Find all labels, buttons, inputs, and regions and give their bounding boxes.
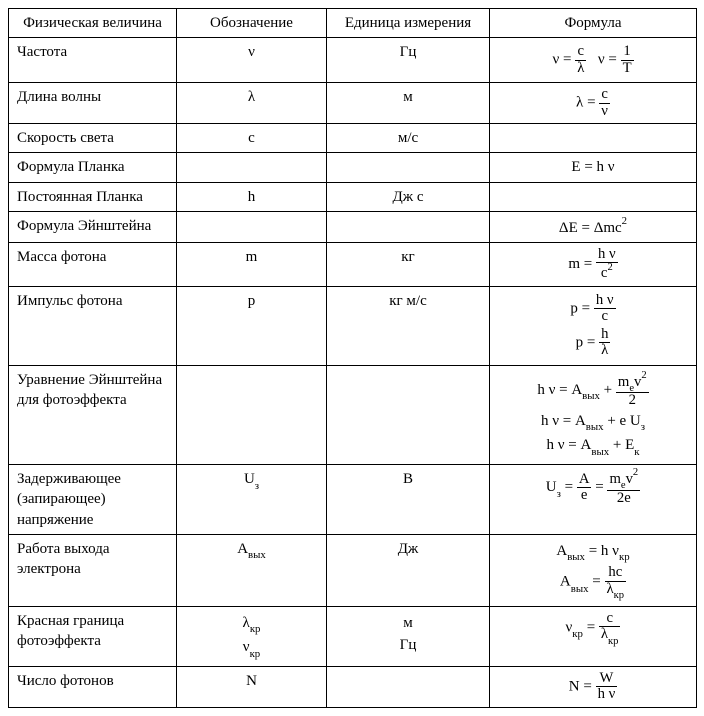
cell-quantity: Масса фотона bbox=[9, 243, 177, 287]
cell-quantity: Скорость света bbox=[9, 124, 177, 153]
table-row: Формула Планка E = h ν bbox=[9, 153, 697, 182]
cell-symbol: c bbox=[177, 124, 327, 153]
cell-symbol: λкрνкр bbox=[177, 606, 327, 666]
cell-symbol bbox=[177, 153, 327, 182]
physics-formula-table: Физическая величина Обозначение Единица … bbox=[8, 8, 697, 708]
cell-unit: кг bbox=[327, 243, 490, 287]
cell-symbol: λ bbox=[177, 83, 327, 124]
cell-unit: Дж bbox=[327, 534, 490, 606]
cell-unit: Дж с bbox=[327, 182, 490, 211]
cell-symbol: N bbox=[177, 666, 327, 707]
cell-symbol: p bbox=[177, 286, 327, 365]
cell-quantity: Число фотонов bbox=[9, 666, 177, 707]
cell-formula: λ = cν bbox=[490, 83, 697, 124]
table-row: Работа выхода электронаAвыхДжAвых = h νк… bbox=[9, 534, 697, 606]
table-row: Длина волныλмλ = cν bbox=[9, 83, 697, 124]
table-row: Красная граница фотоэффектаλкрνкрмГцνкр … bbox=[9, 606, 697, 666]
cell-unit: м bbox=[327, 83, 490, 124]
cell-quantity: Длина волны bbox=[9, 83, 177, 124]
cell-symbol: ν bbox=[177, 38, 327, 83]
cell-symbol bbox=[177, 365, 327, 464]
cell-unit: м/с bbox=[327, 124, 490, 153]
cell-formula: Aвых = h νкрAвых = hcλкр bbox=[490, 534, 697, 606]
table-row: Задерживающее (запирающее) напряжениеUзВ… bbox=[9, 465, 697, 535]
cell-symbol: h bbox=[177, 182, 327, 211]
cell-unit bbox=[327, 211, 490, 242]
cell-quantity: Уравнение Эйнштейна для фотоэффекта bbox=[9, 365, 177, 464]
cell-quantity: Задерживающее (запирающее) напряжение bbox=[9, 465, 177, 535]
cell-unit bbox=[327, 666, 490, 707]
table-row: ЧастотаνГцν = cλ ν = 1T bbox=[9, 38, 697, 83]
cell-quantity: Красная граница фотоэффекта bbox=[9, 606, 177, 666]
cell-unit: В bbox=[327, 465, 490, 535]
table-row: Импульс фотонаpкг м/сp = h νcp = hλ bbox=[9, 286, 697, 365]
cell-quantity: Частота bbox=[9, 38, 177, 83]
cell-quantity: Постоянная Планка bbox=[9, 182, 177, 211]
cell-formula: h ν = Aвых + mev22h ν = Aвых + e Uзh ν =… bbox=[490, 365, 697, 464]
table-row: Число фотоновN N = Wh ν bbox=[9, 666, 697, 707]
header-quantity: Физическая величина bbox=[9, 9, 177, 38]
table-row: Уравнение Эйнштейна для фотоэффекта h ν =… bbox=[9, 365, 697, 464]
header-formula: Формула bbox=[490, 9, 697, 38]
cell-quantity: Работа выхода электрона bbox=[9, 534, 177, 606]
cell-formula: Uз = Ae = mev22e bbox=[490, 465, 697, 535]
cell-formula: E = h ν bbox=[490, 153, 697, 182]
cell-formula bbox=[490, 182, 697, 211]
cell-unit: кг м/с bbox=[327, 286, 490, 365]
cell-unit bbox=[327, 153, 490, 182]
header-row: Физическая величина Обозначение Единица … bbox=[9, 9, 697, 38]
cell-formula: νкр = cλкр bbox=[490, 606, 697, 666]
cell-formula: ν = cλ ν = 1T bbox=[490, 38, 697, 83]
cell-formula: p = h νcp = hλ bbox=[490, 286, 697, 365]
table-row: Формула Эйнштейна ΔE = Δmc2 bbox=[9, 211, 697, 242]
cell-quantity: Импульс фотона bbox=[9, 286, 177, 365]
cell-quantity: Формула Эйнштейна bbox=[9, 211, 177, 242]
header-symbol: Обозначение bbox=[177, 9, 327, 38]
cell-symbol: Uз bbox=[177, 465, 327, 535]
cell-symbol: m bbox=[177, 243, 327, 287]
cell-unit: мГц bbox=[327, 606, 490, 666]
table-row: Постоянная ПланкаhДж с bbox=[9, 182, 697, 211]
cell-formula: m = h νc2 bbox=[490, 243, 697, 287]
table-row: Масса фотонаmкгm = h νc2 bbox=[9, 243, 697, 287]
cell-formula bbox=[490, 124, 697, 153]
cell-formula: N = Wh ν bbox=[490, 666, 697, 707]
cell-unit bbox=[327, 365, 490, 464]
cell-symbol bbox=[177, 211, 327, 242]
cell-quantity: Формула Планка bbox=[9, 153, 177, 182]
cell-symbol: Aвых bbox=[177, 534, 327, 606]
header-unit: Единица измерения bbox=[327, 9, 490, 38]
cell-unit: Гц bbox=[327, 38, 490, 83]
table-row: Скорость светаcм/с bbox=[9, 124, 697, 153]
cell-formula: ΔE = Δmc2 bbox=[490, 211, 697, 242]
